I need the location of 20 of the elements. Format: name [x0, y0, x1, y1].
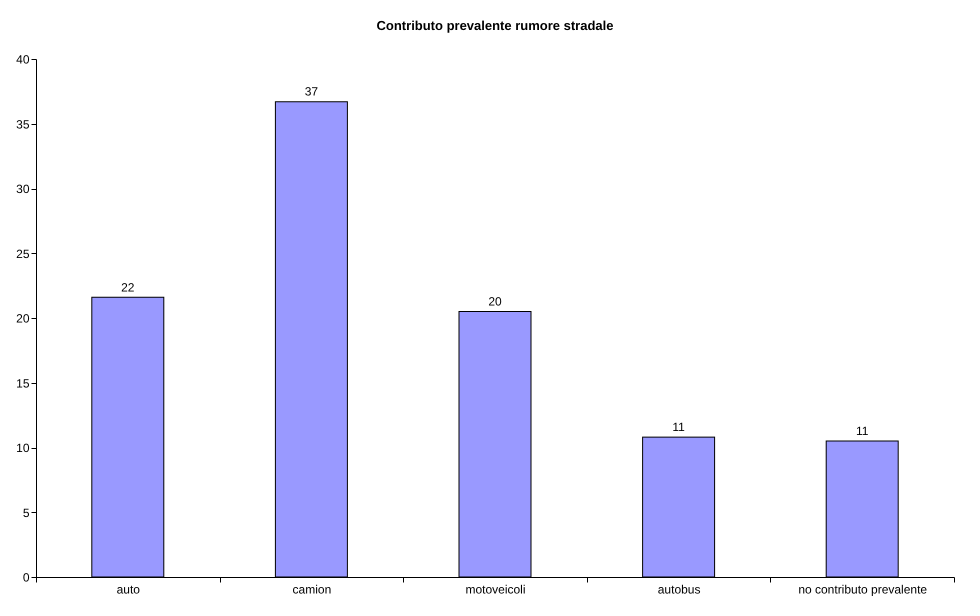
data-label: 37 — [304, 84, 318, 99]
x-tick-label: motoveicoli — [465, 582, 526, 596]
y-tick-label: 5 — [22, 506, 30, 520]
x-tick-label: autobus — [658, 582, 700, 596]
x-tick-label: auto — [116, 582, 140, 596]
data-label: 22 — [121, 280, 135, 294]
y-tick-label: 0 — [22, 570, 30, 584]
x-tick-label: camion — [292, 582, 332, 596]
y-tick-label: 20 — [16, 312, 30, 326]
y-tick-label: 35 — [16, 117, 30, 132]
y-tick-label: 10 — [16, 441, 30, 455]
data-label: 11 — [672, 420, 686, 434]
y-tick-label: 25 — [16, 246, 30, 261]
x-tick-label: no contributo prevalente — [798, 582, 928, 596]
y-tick-label: 15 — [16, 376, 30, 390]
data-label: 20 — [488, 294, 502, 309]
y-tick-label: 30 — [16, 182, 30, 196]
data-label: 11 — [856, 424, 869, 438]
y-tick-label: 40 — [16, 52, 30, 66]
chart-title: Contributo prevalente rumore stradale — [376, 18, 614, 33]
